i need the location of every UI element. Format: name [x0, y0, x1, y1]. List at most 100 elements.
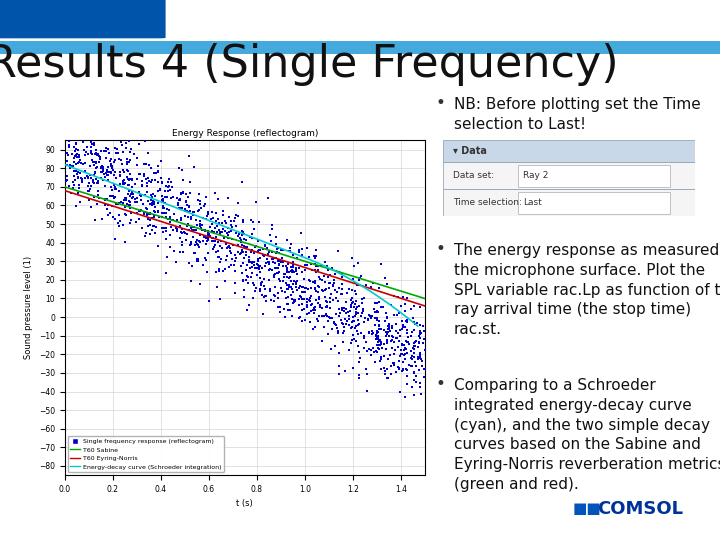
Point: [390, 368, 402, 376]
Point: [224, 246, 235, 255]
Point: [375, 260, 387, 268]
Point: [71, 150, 83, 158]
Point: [281, 281, 292, 289]
Point: [296, 252, 307, 260]
Point: [306, 266, 318, 275]
Point: [86, 173, 97, 182]
Point: [296, 287, 307, 296]
Point: [210, 209, 221, 218]
Point: [120, 210, 131, 219]
Point: [281, 300, 292, 309]
Point: [100, 154, 112, 163]
Point: [349, 300, 361, 308]
Point: [246, 273, 257, 281]
Point: [135, 205, 147, 214]
Point: [84, 185, 96, 193]
Point: [233, 230, 245, 239]
Point: [61, 157, 73, 165]
Point: [347, 331, 359, 340]
Point: [117, 147, 128, 156]
Point: [194, 238, 205, 247]
Point: [181, 197, 192, 206]
Point: [64, 142, 76, 151]
Point: [123, 176, 135, 185]
Point: [208, 242, 220, 251]
Point: [106, 168, 117, 177]
Point: [328, 281, 339, 290]
Point: [414, 326, 426, 335]
Point: [270, 254, 282, 262]
Point: [125, 215, 137, 224]
Point: [328, 319, 340, 327]
Point: [256, 281, 267, 289]
Point: [398, 346, 410, 354]
Point: [358, 294, 369, 302]
Point: [90, 148, 102, 157]
Point: [258, 281, 270, 290]
Point: [243, 257, 255, 266]
Point: [406, 354, 418, 363]
Point: [168, 247, 180, 255]
Point: [84, 179, 95, 187]
Point: [392, 342, 404, 351]
Point: [249, 264, 261, 272]
Point: [235, 238, 247, 246]
Point: [372, 332, 383, 340]
Point: [331, 323, 343, 332]
Point: [82, 150, 94, 159]
Point: [269, 297, 280, 306]
Point: [408, 376, 420, 384]
Point: [245, 216, 256, 225]
Point: [304, 294, 315, 302]
Point: [161, 268, 172, 277]
Point: [107, 166, 119, 174]
Point: [158, 194, 169, 203]
Point: [408, 339, 420, 348]
Point: [112, 149, 124, 158]
Point: [287, 294, 298, 303]
Point: [126, 176, 138, 184]
Point: [251, 271, 263, 280]
Point: [186, 226, 198, 234]
Point: [359, 317, 370, 326]
Point: [238, 242, 250, 251]
Point: [109, 235, 120, 244]
Point: [372, 334, 384, 343]
Point: [222, 252, 233, 261]
Point: [297, 316, 308, 325]
Point: [264, 258, 275, 266]
Point: [254, 286, 266, 295]
Point: [260, 297, 271, 306]
Point: [207, 214, 219, 223]
Point: [372, 334, 384, 343]
Point: [304, 276, 315, 285]
Point: [397, 320, 408, 329]
Point: [150, 168, 161, 177]
Point: [324, 313, 336, 321]
Point: [380, 332, 392, 340]
Point: [83, 173, 94, 182]
Point: [203, 208, 215, 217]
Point: [174, 248, 185, 256]
Point: [140, 174, 151, 183]
Point: [121, 158, 132, 167]
Point: [117, 177, 129, 185]
Point: [401, 326, 413, 334]
Point: [263, 194, 274, 202]
Point: [94, 153, 106, 161]
Point: [275, 246, 287, 254]
Point: [85, 149, 96, 158]
Point: [274, 307, 286, 316]
Point: [328, 279, 339, 287]
Point: [273, 264, 284, 272]
Point: [361, 280, 372, 289]
Point: [353, 281, 364, 289]
Point: [269, 269, 281, 278]
Point: [381, 365, 392, 374]
Point: [354, 373, 365, 382]
Point: [408, 342, 420, 350]
Point: [100, 144, 112, 152]
Point: [320, 309, 332, 318]
Point: [304, 309, 315, 318]
Point: [311, 315, 323, 323]
